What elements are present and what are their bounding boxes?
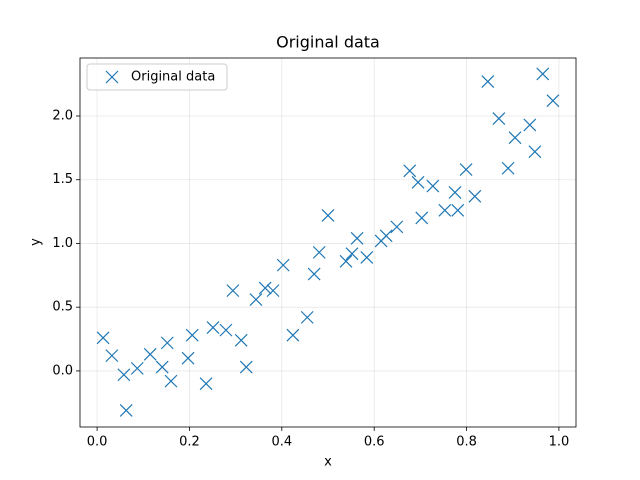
point	[117, 368, 131, 382]
point	[119, 404, 133, 417]
point	[459, 163, 473, 176]
point	[130, 361, 144, 375]
point	[438, 203, 452, 217]
point	[239, 360, 253, 374]
point	[448, 186, 462, 199]
legend: Original data	[86, 63, 228, 91]
y-tick-label: 1.5	[52, 172, 73, 187]
point	[360, 251, 374, 264]
point	[451, 203, 465, 217]
point	[379, 229, 393, 243]
x-tick-label: 0.6	[364, 435, 385, 450]
point	[96, 331, 110, 345]
point	[249, 293, 263, 306]
point	[492, 112, 506, 125]
legend-box	[86, 63, 228, 91]
point	[523, 118, 537, 132]
point	[501, 161, 515, 175]
point	[206, 321, 220, 335]
x-tick-label: 0.4	[271, 435, 292, 450]
point	[143, 347, 157, 361]
point	[411, 175, 425, 189]
point	[300, 310, 314, 324]
point	[164, 374, 178, 388]
point	[426, 179, 440, 193]
y-tick-label: 1.0	[52, 236, 73, 251]
point	[390, 220, 404, 234]
plot-frame	[79, 57, 577, 428]
point	[286, 328, 300, 342]
point	[155, 360, 169, 374]
y-axis-label: y	[29, 238, 44, 246]
point	[307, 267, 321, 281]
point	[266, 284, 280, 298]
point	[105, 349, 119, 363]
point	[536, 67, 550, 81]
point	[403, 164, 417, 178]
chart-title: Original data	[276, 33, 380, 52]
x-tick-label: 0.0	[87, 435, 108, 450]
point	[258, 281, 272, 295]
point	[312, 245, 326, 259]
point	[415, 211, 429, 225]
point	[321, 208, 335, 222]
x-tick-label: 1.0	[549, 435, 570, 450]
point	[528, 145, 542, 159]
y-tick-label: 0.5	[52, 300, 73, 315]
point	[226, 284, 240, 298]
point	[234, 333, 248, 347]
point	[181, 351, 195, 365]
point	[219, 323, 233, 337]
point	[350, 231, 364, 245]
point	[160, 336, 174, 350]
point	[546, 94, 560, 108]
x-axis-label: x	[324, 455, 332, 470]
y-tick-label: 2.0	[52, 108, 73, 123]
point	[276, 258, 290, 272]
point	[345, 247, 359, 261]
point	[481, 75, 495, 89]
legend-label: Original data	[131, 70, 215, 85]
x-tick-label: 0.2	[179, 435, 200, 450]
point	[199, 377, 213, 391]
point	[468, 189, 482, 203]
point	[339, 254, 353, 268]
y-tick-label: 0.0	[52, 363, 73, 378]
point	[185, 328, 199, 342]
point	[508, 131, 522, 145]
legend-marker	[105, 70, 119, 84]
x-tick-label: 0.8	[456, 435, 477, 450]
